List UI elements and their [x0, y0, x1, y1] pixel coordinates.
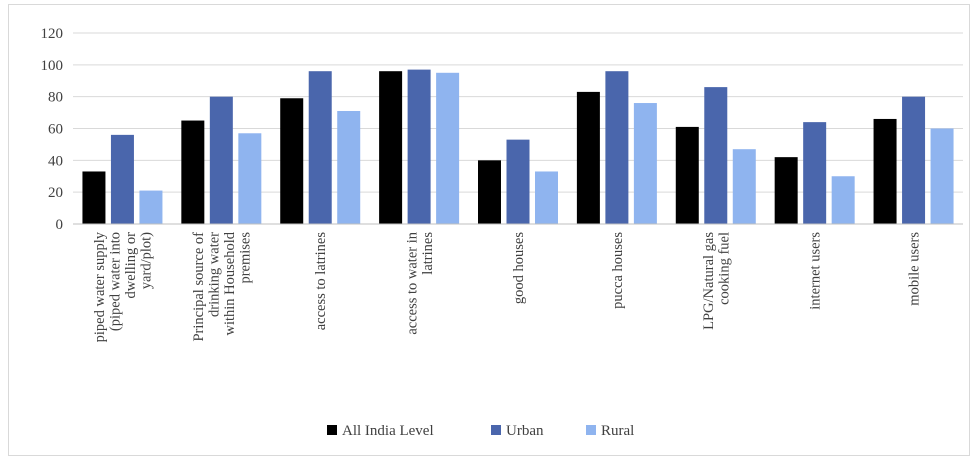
bar-urban: [110, 134, 134, 224]
x-category-label-line: piped water supply: [92, 231, 108, 342]
x-category-label-line: good houses: [511, 232, 527, 304]
x-category-label: pucca houses: [610, 232, 626, 309]
bar-all-india-level: [478, 160, 501, 224]
bar-rural: [436, 72, 460, 225]
x-category-label-line: latrines: [420, 232, 436, 275]
x-category-label: internet users: [808, 232, 824, 310]
x-category-label: Principal source of drinking water within …: [191, 231, 254, 341]
bar-urban: [902, 96, 926, 224]
bar-rural: [535, 171, 558, 224]
bar-all-india-level: [82, 171, 106, 224]
bar-urban: [308, 71, 332, 224]
x-category-label-line: cooking fuel: [717, 232, 733, 305]
x-category-label-line: access to water in: [404, 231, 420, 334]
x-category-label-line: yard/plot): [139, 232, 155, 289]
bar-all-india-level: [576, 91, 600, 225]
legend-label: All India Level: [342, 423, 434, 439]
y-tick-label: 40: [48, 153, 63, 169]
y-tick-label: 0: [56, 217, 64, 233]
bar-urban: [803, 122, 827, 224]
bar-all-india-level: [873, 118, 897, 224]
x-category-label-line: (piped water into: [108, 232, 124, 331]
x-axis-category-labels: piped water supply (piped water into dwell…: [92, 231, 922, 342]
bar-all-india-level: [280, 98, 304, 224]
legend-swatch: [327, 425, 337, 435]
x-category-label-line: premises: [238, 232, 254, 284]
bar-urban: [209, 96, 233, 224]
y-tick-label: 60: [48, 122, 63, 138]
bar-urban: [704, 87, 728, 224]
x-category-label: access to water in latrines: [404, 231, 436, 334]
x-category-label-line: within Household: [222, 231, 238, 335]
x-category-label-line: pucca houses: [610, 232, 626, 309]
bar-rural: [930, 128, 954, 224]
legend-label: Rural: [601, 423, 634, 439]
legend: All India Level Urban Rural: [327, 423, 634, 439]
bar-rural: [831, 176, 855, 224]
legend-label: Urban: [506, 423, 544, 439]
x-category-label: good houses: [511, 232, 527, 304]
bar-rural: [633, 103, 657, 224]
bar-chart: 0 20 40 60 80 100 120 piped water supply (piped…: [41, 26, 963, 439]
x-category-label: piped water supply (piped water into dwell…: [92, 231, 155, 342]
y-tick-label: 100: [41, 58, 64, 74]
x-category-label-line: dwelling or: [123, 232, 139, 299]
bar-urban: [605, 71, 629, 224]
x-category-label-line: internet users: [808, 232, 824, 310]
x-category-label-line: drinking water: [207, 232, 223, 317]
x-category-label-line: access to latrines: [313, 232, 329, 331]
x-category-label-line: Principal source of: [191, 232, 207, 342]
x-category-label-line: LPG/Natural gas: [701, 232, 717, 330]
y-tick-label: 80: [48, 90, 63, 106]
bar-urban: [506, 139, 530, 224]
x-category-label: access to latrines: [313, 232, 329, 331]
x-category-label: mobile users: [907, 232, 923, 306]
bar-all-india-level: [675, 126, 699, 224]
bar-all-india-level: [774, 157, 798, 224]
bar-rural: [139, 190, 163, 224]
bar-rural: [732, 149, 756, 224]
bar-rural: [337, 110, 361, 224]
bar-urban: [407, 69, 431, 224]
x-category-label: LPG/Natural gas cooking fuel: [701, 232, 733, 330]
bar-all-india-level: [181, 120, 205, 224]
bar-all-india-level: [379, 71, 403, 224]
y-tick-label: 20: [48, 185, 63, 201]
y-axis-ticks: 0 20 40 60 80 100 120: [41, 26, 64, 233]
legend-swatch: [491, 425, 501, 435]
legend-swatch: [586, 425, 596, 435]
y-tick-label: 120: [41, 26, 64, 42]
bars: [82, 69, 954, 225]
bar-rural: [238, 133, 262, 224]
x-category-label-line: mobile users: [907, 232, 923, 306]
chart-frame: 0 20 40 60 80 100 120 piped water supply (piped…: [8, 4, 970, 456]
